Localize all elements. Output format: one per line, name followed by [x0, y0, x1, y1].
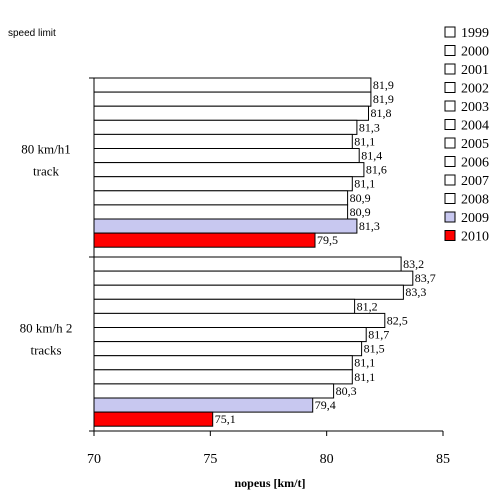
bar-g2-2005 [93, 341, 363, 357]
x-tick-label-75: 75 [203, 452, 217, 467]
bar-g2-2007 [93, 369, 353, 385]
legend-swatch-2010 [444, 230, 456, 241]
legend-label-2004: 2004 [461, 119, 489, 134]
bar-g1-2005 [93, 162, 365, 178]
legend-swatch-2000 [444, 45, 456, 56]
bar-label-g2-2001: 83,3 [405, 285, 426, 299]
bar-label-g1-2004: 81,4 [361, 149, 382, 163]
x-tick-label-80: 80 [320, 452, 334, 467]
legend-swatch-2002 [444, 82, 456, 93]
bar-g1-2004 [93, 148, 360, 164]
legend-label-2008: 2008 [461, 193, 489, 208]
bar-g2-2004 [93, 327, 367, 343]
legend-label-2000: 2000 [461, 45, 489, 60]
bar-g2-2008 [93, 383, 335, 399]
group-label-1-line-2: track [33, 164, 59, 179]
bar-g1-2002 [93, 119, 358, 135]
legend-swatch-2001 [444, 63, 456, 75]
bar-label-g1-2010: 79,5 [317, 233, 338, 247]
legend-label-2007: 2007 [461, 174, 489, 189]
bar-g2-2009 [93, 397, 314, 413]
bar-label-g1-2008: 80,9 [350, 205, 371, 219]
group-label-2-line-2: tracks [30, 343, 61, 358]
bar-label-g2-2004: 81,7 [368, 328, 389, 342]
bar-label-g1-2006: 81,1 [354, 177, 375, 191]
bar-g1-2003 [93, 133, 353, 149]
bar-g2-1999 [93, 256, 402, 272]
legend-swatch-2007 [444, 174, 456, 186]
group-label-1-line-1: 80 km/h1 [21, 142, 70, 157]
bar-label-g2-2008: 80,3 [336, 384, 357, 398]
bar-g2-2010 [93, 411, 214, 427]
bar-g1-2009 [93, 218, 358, 234]
legend-label-2010: 2010 [461, 230, 489, 245]
bar-label-g2-2006: 81,1 [354, 356, 375, 370]
legend-label-2003: 2003 [461, 100, 489, 115]
legend: 1999 2000 2001 2002 2003 2004 2005 2006 2007 2008… [444, 26, 489, 245]
legend-label-2006: 2006 [461, 156, 489, 171]
bar-label-g1-2002: 81,3 [359, 120, 380, 134]
x-tick-label-70: 70 [87, 452, 101, 467]
legend-label-2009: 2009 [461, 211, 489, 226]
bar-label-g1-2007: 80,9 [350, 191, 371, 205]
legend-swatch-2005 [444, 137, 456, 149]
legend-swatch-2008 [444, 193, 456, 204]
bar-g1-2007 [93, 190, 349, 206]
bar-g2-2006 [93, 355, 353, 371]
legend-swatch-2003 [444, 100, 456, 112]
x-tick-label-85: 85 [436, 452, 450, 467]
bar-label-g1-2005: 81,6 [366, 163, 387, 177]
legend-swatch-2009 [444, 211, 456, 223]
bar-g1-1999 [93, 77, 372, 93]
x-axis-title: nopeus [km/t] [234, 476, 305, 490]
bars-layer: 81,981,981,881,381,181,481,681,180,980,9… [93, 77, 436, 427]
group-label-2-line-1: 80 km/h 2 [20, 321, 73, 336]
legend-label-2002: 2002 [461, 82, 489, 97]
legend-swatch-1999 [444, 26, 456, 38]
legend-swatch-2006 [444, 156, 456, 167]
bar-g1-2000 [93, 91, 372, 107]
bar-g1-2001 [93, 105, 369, 121]
bar-label-g2-1999: 83,2 [403, 257, 424, 271]
bar-g2-2003 [93, 312, 386, 328]
bar-g1-2010 [93, 232, 316, 248]
bar-label-g1-2003: 81,1 [354, 134, 375, 148]
legend-swatch-2004 [444, 119, 456, 130]
bar-label-g2-2009: 79,4 [315, 398, 336, 412]
bar-g2-2001 [93, 284, 404, 300]
bar-label-g2-2002: 81,2 [357, 299, 378, 313]
bar-label-g2-2007: 81,1 [354, 370, 375, 384]
legend-label-2005: 2005 [461, 137, 489, 152]
bar-g2-2002 [93, 298, 356, 314]
bar-label-g1-2009: 81,3 [359, 219, 380, 233]
legend-label-1999: 1999 [461, 26, 489, 41]
legend-label-2001: 2001 [461, 63, 489, 78]
bar-label-g2-2005: 81,5 [364, 342, 385, 356]
bar-label-g1-2000: 81,9 [373, 92, 394, 106]
axis-layer: 80 km/h1 track 80 km/h 2 tracks 70 75 80 85 [20, 77, 450, 467]
bar-label-g1-2001: 81,8 [371, 106, 392, 120]
bar-label-g2-2010: 75,1 [215, 412, 236, 426]
bar-g1-2006 [93, 176, 353, 192]
bar-label-g1-1999: 81,9 [373, 78, 394, 92]
corner-label: speed limit [8, 28, 56, 39]
bar-g1-2008 [93, 204, 349, 220]
bar-g2-2000 [93, 270, 414, 286]
bar-label-g2-2000: 83,7 [415, 271, 436, 285]
bar-label-g2-2003: 82,5 [387, 313, 408, 327]
